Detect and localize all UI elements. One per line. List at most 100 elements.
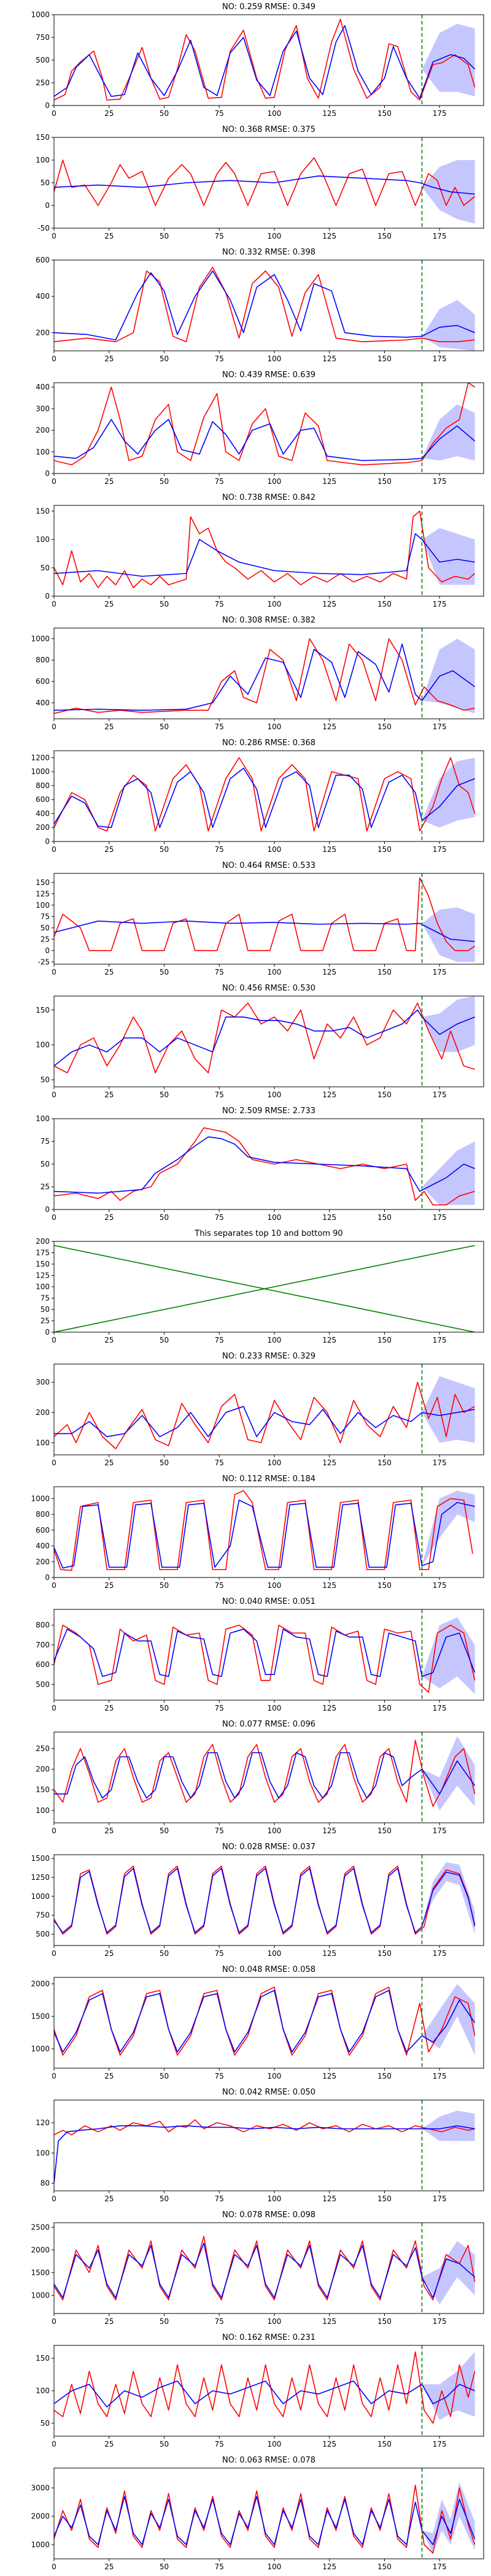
x-tick-label: 25: [104, 2317, 114, 2326]
x-tick-label: 75: [215, 477, 224, 486]
chart-title: NO: 0.332 RMSE: 0.398: [222, 248, 315, 257]
chart-title: NO: 0.048 RMSE: 0.058: [222, 1965, 315, 1974]
x-tick-label: 75: [215, 355, 224, 363]
x-tick-label: 150: [377, 2317, 392, 2326]
x-tick-label: 50: [160, 232, 169, 240]
x-tick-label: 125: [322, 232, 336, 240]
chart-svg: NO: 0.332 RMSE: 0.398 0 25 50 75 100 125 150 175…: [36, 248, 484, 363]
x-tick-label: 125: [322, 477, 336, 486]
confidence-band: [422, 907, 475, 962]
x-tick-label: 125: [322, 2317, 336, 2326]
x-tick-label: 150: [377, 1581, 392, 1590]
x-tick-label: 75: [215, 2195, 224, 2203]
x-tick-label: 50: [160, 355, 169, 363]
chart-panel: NO: 0.308 RMSE: 0.382 0 25 50 75 100 125 150 175…: [0, 613, 491, 736]
x-tick-label: 100: [268, 723, 282, 731]
y-tick-label: 125: [36, 889, 50, 898]
y-tick-label: 400: [36, 292, 50, 301]
chart-title: NO: 2.509 RMSE: 2.733: [222, 1106, 315, 1116]
y-tick-label: 80: [41, 2179, 50, 2188]
x-tick-label: 50: [160, 2195, 169, 2203]
x-tick-label: 75: [215, 109, 224, 118]
chart-panel: NO: 0.233 RMSE: 0.329 0 25 50 75 100 125 150 175…: [0, 1349, 491, 1472]
x-tick-label: 100: [268, 1336, 282, 1344]
chart-panel: NO: 0.738 RMSE: 0.842 0 25 50 75 100 125 150 175…: [0, 491, 491, 613]
x-tick-label: 75: [215, 2563, 224, 2571]
y-tick-label: 75: [41, 1137, 50, 1146]
x-tick-label: 0: [52, 1459, 56, 1467]
chart-panel: NO: 0.464 RMSE: 0.533 0 25 50 75 100 125 150 175…: [0, 859, 491, 981]
x-tick-label: 125: [322, 845, 336, 854]
y-tick-label: 1000: [31, 10, 50, 19]
x-tick-label: 0: [52, 1091, 56, 1099]
x-tick-label: 100: [268, 1581, 282, 1590]
confidence-band: [422, 23, 475, 97]
y-tick-label: 200: [36, 328, 50, 337]
x-tick-label: 100: [268, 600, 282, 608]
actual-series-line: [54, 157, 476, 206]
y-tick-label: 100: [36, 1438, 50, 1447]
x-tick-label: 25: [104, 2440, 114, 2448]
x-tick-label: 125: [322, 1091, 336, 1099]
x-tick-label: 175: [433, 1827, 447, 1835]
x-tick-label: 25: [104, 1459, 114, 1467]
y-tick-label: 200: [36, 1765, 50, 1774]
x-tick-label: 175: [433, 232, 447, 240]
x-tick-label: 175: [433, 2195, 447, 2203]
x-tick-label: 25: [104, 723, 114, 731]
confidence-band: [422, 1141, 475, 1205]
forecast-series-line: [54, 767, 475, 829]
x-tick-label: 150: [377, 2563, 392, 2571]
confidence-band: [422, 1490, 475, 1566]
forecast-series-line: [54, 1990, 476, 2053]
x-tick-label: 125: [322, 600, 336, 608]
chart-svg: NO: 0.456 RMSE: 0.530 0 25 50 75 100 125 150 175…: [36, 984, 484, 1099]
x-tick-label: 125: [322, 968, 336, 976]
chart-panel: NO: 0.042 RMSE: 0.050 0 25 50 75 100 125 150 175…: [0, 2085, 491, 2208]
chart-panel: NO: 0.259 RMSE: 0.349 0 25 50 75 100 125 150 175…: [0, 0, 491, 123]
y-tick-label: 2500: [31, 2223, 50, 2231]
chart-svg: NO: 0.368 RMSE: 0.375 0 25 50 75 100 125 150 175…: [36, 125, 484, 240]
y-tick-label: 100: [36, 901, 50, 910]
x-tick-label: 150: [377, 232, 392, 240]
y-tick-label: 100: [36, 535, 50, 544]
x-tick-label: 125: [322, 1827, 336, 1835]
chart-title: NO: 0.162 RMSE: 0.231: [222, 2333, 315, 2342]
x-tick-label: 50: [160, 723, 169, 731]
y-tick-label: 500: [36, 1930, 50, 1939]
y-tick-label: 400: [36, 383, 50, 391]
x-tick-label: 75: [215, 968, 224, 976]
forecast-series-line: [54, 1500, 475, 1569]
y-tick-label: 150: [36, 1006, 50, 1014]
y-tick-label: 0: [45, 101, 50, 110]
y-tick-label: 1500: [31, 2268, 50, 2277]
plot-frame: [53, 1977, 484, 2069]
confidence-band: [422, 2241, 475, 2305]
y-tick-label: -50: [37, 224, 50, 232]
y-tick-label: 0: [45, 469, 50, 478]
actual-series-line: [54, 2236, 476, 2301]
y-tick-label: 75: [41, 1294, 50, 1303]
chart-title: NO: 0.040 RMSE: 0.051: [222, 1597, 315, 1606]
x-tick-label: 175: [433, 600, 447, 608]
x-tick-label: 50: [160, 600, 169, 608]
x-tick-label: 100: [268, 968, 282, 976]
x-tick-label: 125: [322, 2563, 336, 2571]
chart-panel: NO: 0.368 RMSE: 0.375 0 25 50 75 100 125 150 175…: [0, 123, 491, 245]
y-tick-label: 100: [36, 2149, 50, 2157]
y-tick-label: 100: [36, 1114, 50, 1123]
x-tick-label: 75: [215, 1581, 224, 1590]
plot-frame: [53, 505, 484, 597]
x-tick-label: 125: [322, 1581, 336, 1590]
y-tick-label: 50: [41, 1076, 50, 1084]
x-tick-label: 0: [52, 477, 56, 486]
y-tick-label: 600: [36, 256, 50, 264]
confidence-band: [422, 2110, 475, 2141]
plot-frame: [53, 259, 484, 351]
x-tick-label: 150: [377, 1949, 392, 1958]
forecast-series-line: [54, 2125, 475, 2183]
chart-panel: NO: 0.048 RMSE: 0.058 0 25 50 75 100 125 150 175…: [0, 1963, 491, 2085]
confidence-band: [422, 160, 475, 224]
x-tick-label: 25: [104, 1091, 114, 1099]
y-tick-label: 1500: [31, 1854, 50, 1863]
